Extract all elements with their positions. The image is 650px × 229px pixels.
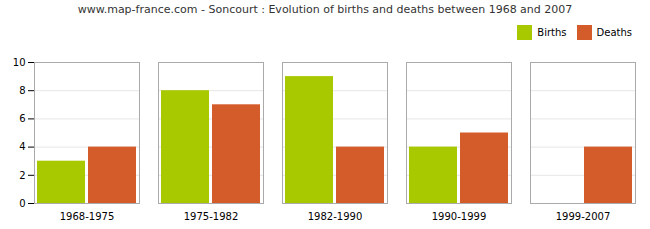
svg-text:0: 0: [19, 198, 25, 209]
svg-text:10: 10: [13, 57, 26, 68]
svg-text:1968-1975: 1968-1975: [60, 211, 115, 222]
svg-text:1975-1982: 1975-1982: [184, 211, 239, 222]
svg-text:1990-1999: 1990-1999: [432, 211, 487, 222]
svg-text:1999-2007: 1999-2007: [556, 211, 611, 222]
svg-text:4: 4: [19, 141, 25, 152]
svg-text:8: 8: [19, 85, 25, 96]
svg-text:1982-1990: 1982-1990: [308, 211, 363, 222]
html-text:www.map-france.com - Soncourt: www.map-france.com - Soncourt : Evolutio…: [77, 3, 573, 16]
html-text:Deaths: Deaths: [596, 27, 632, 38]
html-text:Births: Births: [537, 27, 567, 38]
svg-text:2: 2: [19, 170, 25, 181]
svg-text:6: 6: [19, 113, 25, 124]
